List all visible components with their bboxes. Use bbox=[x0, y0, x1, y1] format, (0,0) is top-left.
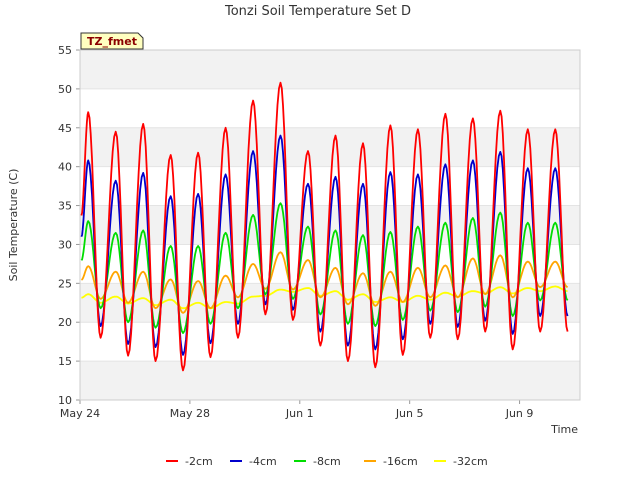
y-tick-label: 55 bbox=[58, 44, 72, 57]
badge-box bbox=[80, 32, 144, 50]
y-tick-label: 15 bbox=[58, 355, 72, 368]
y-tick-label: 25 bbox=[58, 277, 72, 290]
plot-frame bbox=[79, 49, 581, 401]
x-tick-label: Jun 5 bbox=[395, 407, 424, 420]
y-tick-label: 35 bbox=[58, 200, 72, 213]
legend-item: -16cm bbox=[364, 455, 418, 468]
legend: -2cm -4cm -8cm -16cm -32cm bbox=[166, 455, 488, 468]
x-tick-label: Jun 1 bbox=[285, 407, 314, 420]
x-axis: May 24 May 28 Jun 1 Jun 5 Jun 9 bbox=[60, 400, 534, 420]
y-tick-label: 50 bbox=[58, 83, 72, 96]
legend-label: -32cm bbox=[453, 455, 488, 468]
legend-item: -32cm bbox=[434, 455, 488, 468]
plot-border bbox=[79, 49, 581, 401]
y-tick-label: 45 bbox=[58, 122, 72, 135]
y-tick-label: 10 bbox=[58, 394, 72, 407]
x-tick-label: May 24 bbox=[60, 407, 100, 420]
x-tick-label: May 28 bbox=[170, 407, 210, 420]
chart-title: Tonzi Soil Temperature Set D bbox=[224, 4, 411, 19]
legend-label: -8cm bbox=[313, 455, 341, 468]
plot-background bbox=[80, 49, 580, 401]
legend-item: -4cm bbox=[230, 455, 277, 468]
legend-label: -4cm bbox=[249, 455, 277, 468]
legend-label: -2cm bbox=[185, 455, 213, 468]
legend-badge: TZ_fmet bbox=[80, 32, 144, 50]
y-tick-label: 30 bbox=[58, 238, 72, 251]
series-line-minus-8cm bbox=[80, 202, 569, 334]
y-tick-label: 20 bbox=[58, 316, 72, 329]
legend-item: -8cm bbox=[294, 455, 341, 468]
x-axis-label: Time bbox=[550, 423, 578, 436]
y-tick-label: 40 bbox=[58, 161, 72, 174]
grid-band bbox=[80, 361, 580, 400]
y-axis: 10 15 20 25 30 35 40 45 50 55 bbox=[58, 44, 80, 407]
grid-band bbox=[80, 127, 580, 167]
x-tick-label: Jun 9 bbox=[505, 407, 534, 420]
series-layer bbox=[80, 81, 569, 372]
series-line-minus-4cm bbox=[80, 134, 569, 356]
legend-label: -16cm bbox=[383, 455, 418, 468]
badge-text: TZ_fmet bbox=[87, 35, 137, 48]
grid-band bbox=[80, 50, 580, 89]
series-line-minus-16cm bbox=[80, 251, 569, 314]
y-axis-label: Soil Temperature (C) bbox=[7, 169, 20, 282]
series-line-minus-2cm bbox=[80, 81, 569, 372]
legend-item: -2cm bbox=[166, 455, 213, 468]
